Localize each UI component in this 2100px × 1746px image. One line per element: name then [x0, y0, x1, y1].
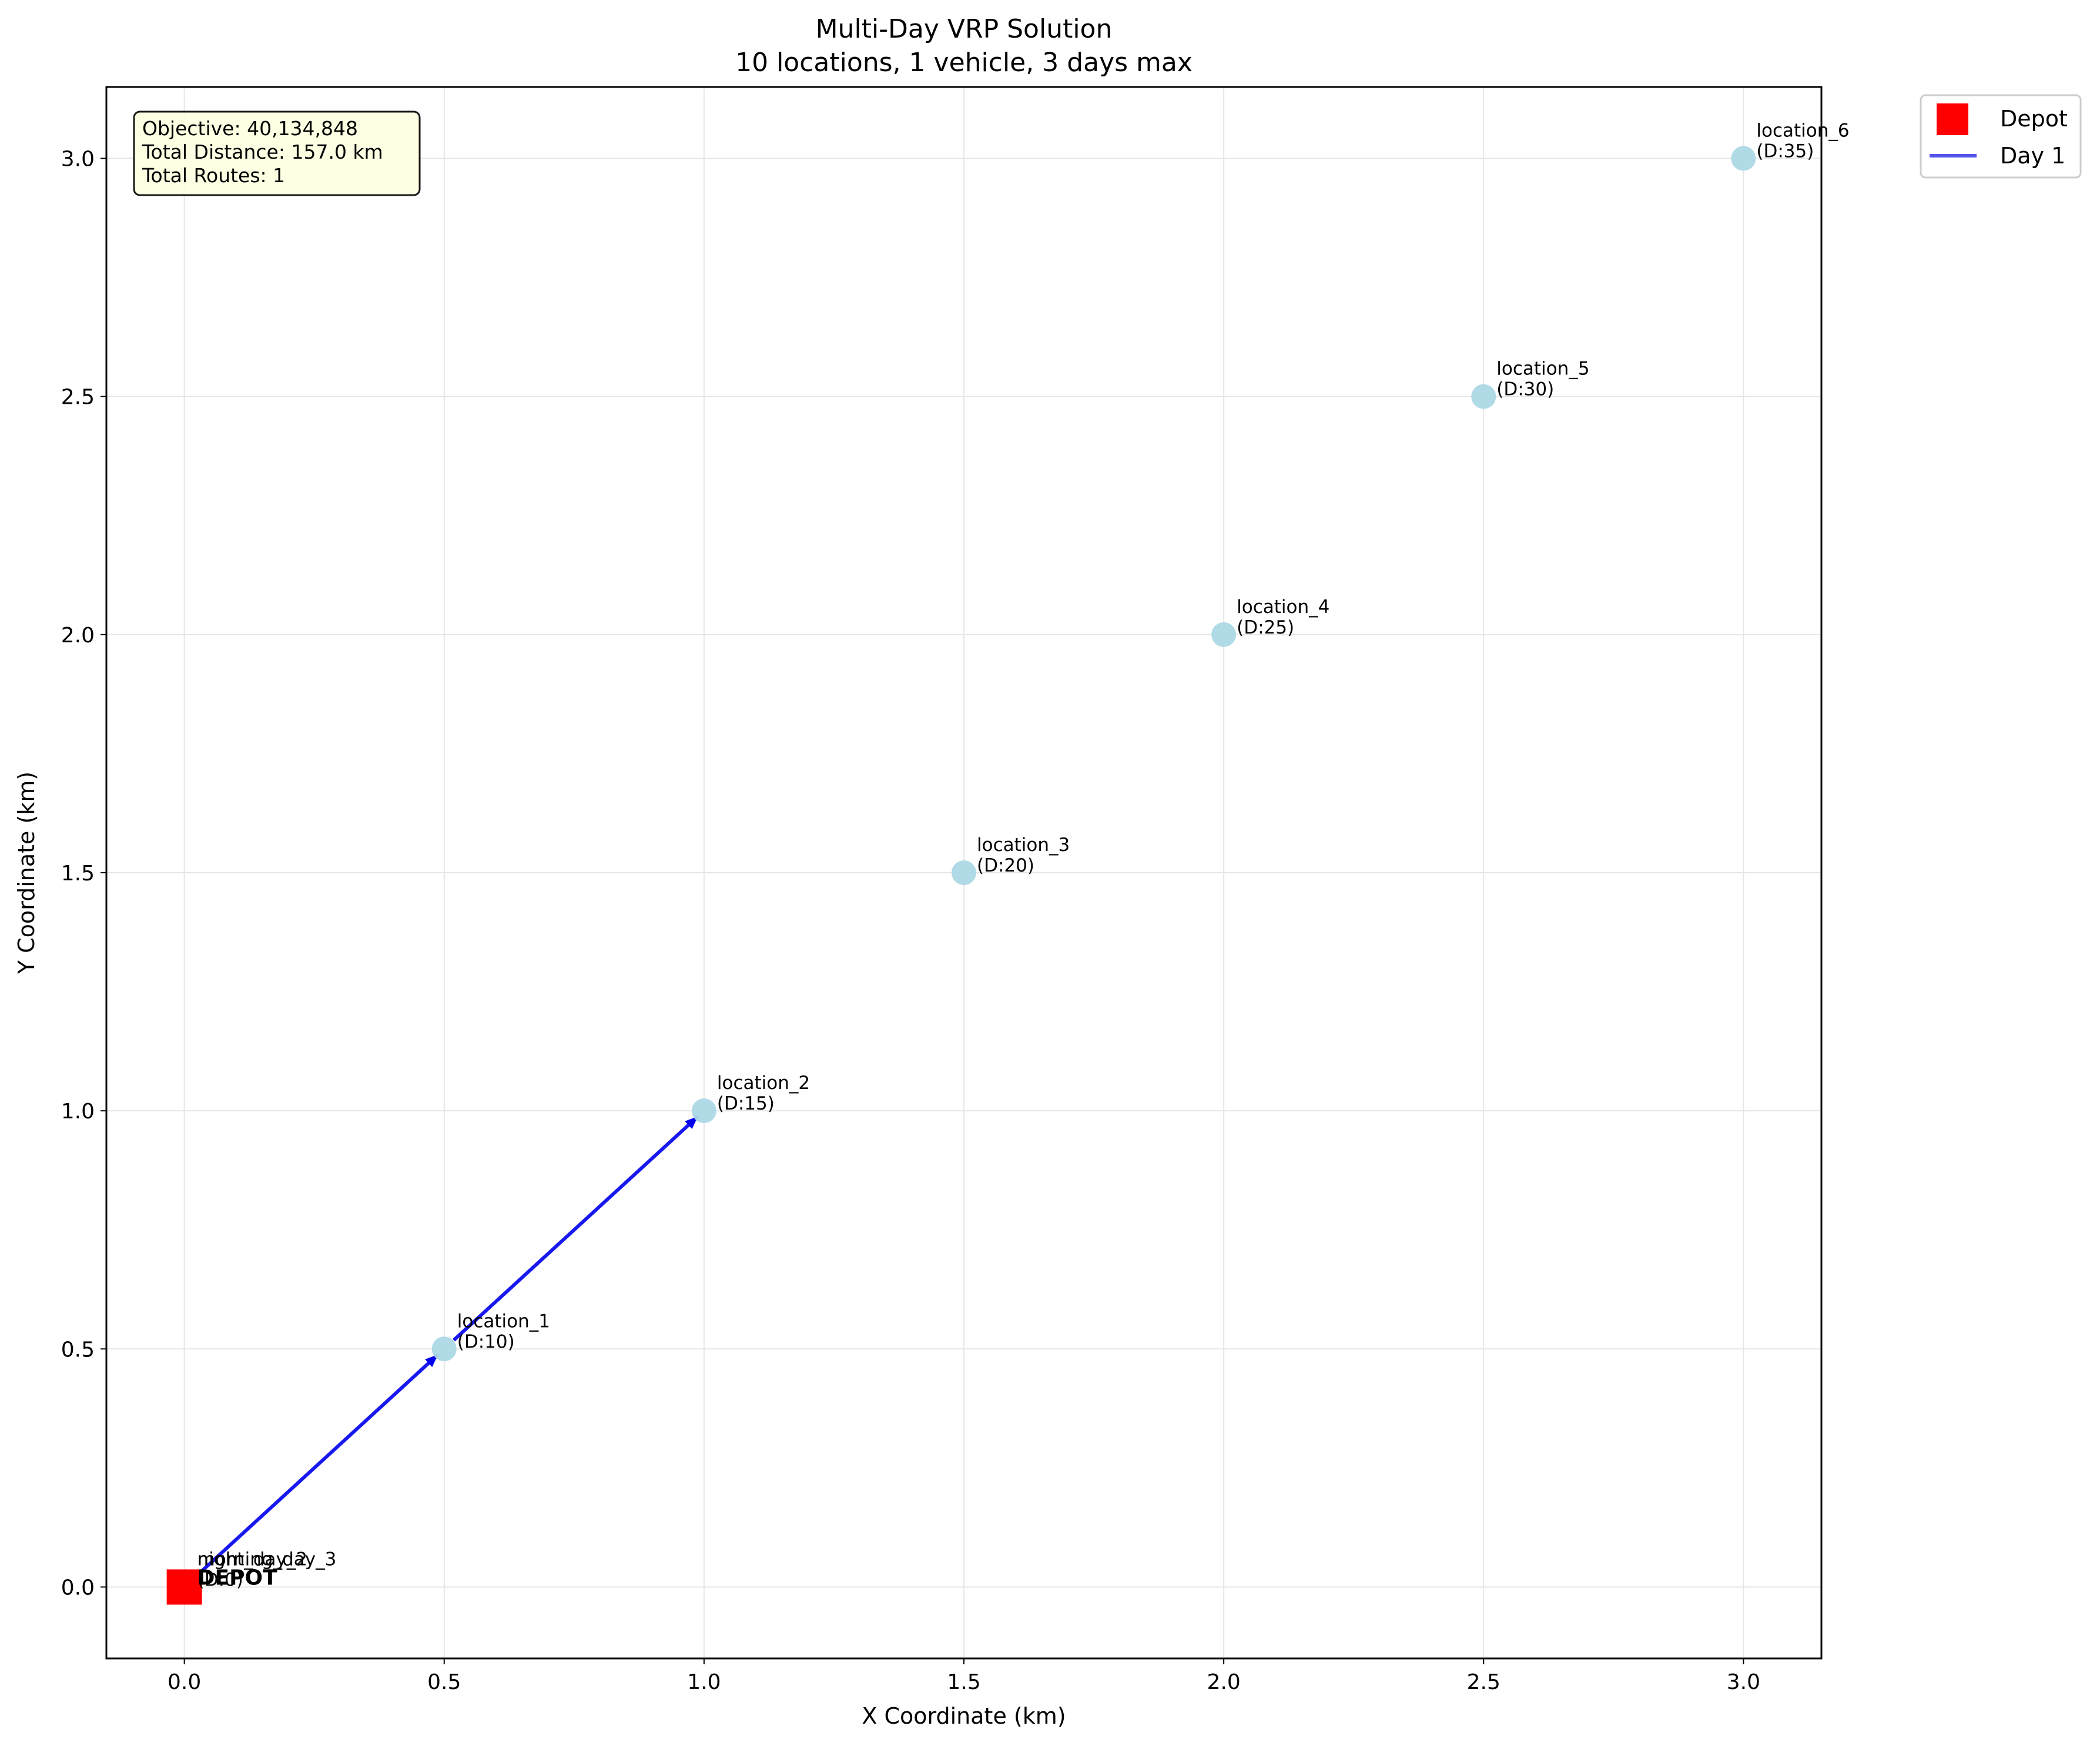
y-tick-label: 0.0 [61, 1576, 95, 1600]
depot-overlap-label: night_day_2 [197, 1549, 307, 1570]
y-tick-label: 3.0 [61, 148, 95, 172]
route-day-1 [192, 1115, 699, 1580]
axis-ticks: 0.0 0.5 1.0 1.5 2.0 2.5 3.0 0.0 0.5 1.0 1.5 2.0 2.5 3… [61, 148, 1760, 1694]
location-name-label: location_5 [1496, 358, 1589, 380]
y-tick-label: 1.0 [61, 1100, 95, 1124]
x-tick-label: 0.5 [427, 1670, 461, 1694]
location-demand-label: (D:25) [1237, 617, 1294, 638]
location-name-label: location_1 [457, 1311, 550, 1332]
chart-title: Multi-Day VRP Solution [816, 14, 1113, 44]
location-point [1471, 384, 1496, 409]
location-point [1731, 146, 1756, 171]
location-name-label: location_4 [1237, 596, 1329, 618]
legend-depot-marker [1937, 103, 1968, 135]
location-point [952, 860, 976, 885]
legend: Depot Day 1 [1920, 94, 2082, 179]
location-labels: location_1(D:10) location_2(D:15) location… [197, 120, 1850, 1591]
location-demand-label: (D:35) [1756, 141, 1814, 162]
x-tick-label: 2.5 [1467, 1670, 1501, 1694]
y-tick-label: 2.5 [61, 386, 95, 410]
y-tick-label: 0.5 [61, 1338, 95, 1362]
info-total-routes: Total Routes: 1 [142, 164, 285, 187]
legend-day1-label: Day 1 [2000, 143, 2065, 169]
location-name-label: location_2 [717, 1073, 810, 1094]
x-tick-label: 2.0 [1207, 1670, 1240, 1694]
info-total-distance: Total Distance: 157.0 km [142, 140, 383, 163]
route-arrowhead [425, 1354, 438, 1368]
depot-overlap-label: morning_day_3 [197, 1549, 337, 1570]
location-point [431, 1336, 457, 1362]
location-point [691, 1098, 716, 1124]
location-demand-label: (D:10) [457, 1331, 515, 1352]
location-points [166, 146, 1756, 1605]
route-segment [452, 1115, 699, 1342]
location-demand-label: (D:20) [977, 855, 1034, 876]
y-tick-label: 2.0 [61, 624, 95, 648]
route-segment [192, 1353, 440, 1580]
location-name-label: location_6 [1756, 120, 1849, 142]
legend-depot-label: Depot [2000, 106, 2068, 132]
x-tick-label: 0.0 [168, 1670, 201, 1694]
info-objective: Objective: 40,134,848 [142, 117, 358, 140]
route-arrowhead [685, 1116, 698, 1130]
x-axis-label: X Coordinate (km) [862, 1703, 1066, 1729]
depot-overlap-label: (D:0) [197, 1569, 243, 1590]
y-axis-label: Y Coordinate (km) [14, 772, 39, 974]
x-tick-label: 1.0 [687, 1670, 721, 1694]
chart-subtitle: 10 locations, 1 vehicle, 3 days max [735, 48, 1193, 78]
location-demand-label: (D:30) [1496, 379, 1554, 400]
x-tick-label: 1.5 [947, 1670, 980, 1694]
depot-label: DEPOT [197, 1566, 277, 1590]
location-point [1211, 622, 1237, 647]
y-tick-label: 1.5 [61, 862, 95, 886]
location-name-label: location_3 [977, 835, 1070, 856]
info-box: Objective: 40,134,848 Total Distance: 15… [133, 110, 421, 196]
location-demand-label: (D:15) [717, 1093, 775, 1114]
x-tick-label: 3.0 [1727, 1670, 1760, 1694]
depot-marker [166, 1569, 202, 1605]
